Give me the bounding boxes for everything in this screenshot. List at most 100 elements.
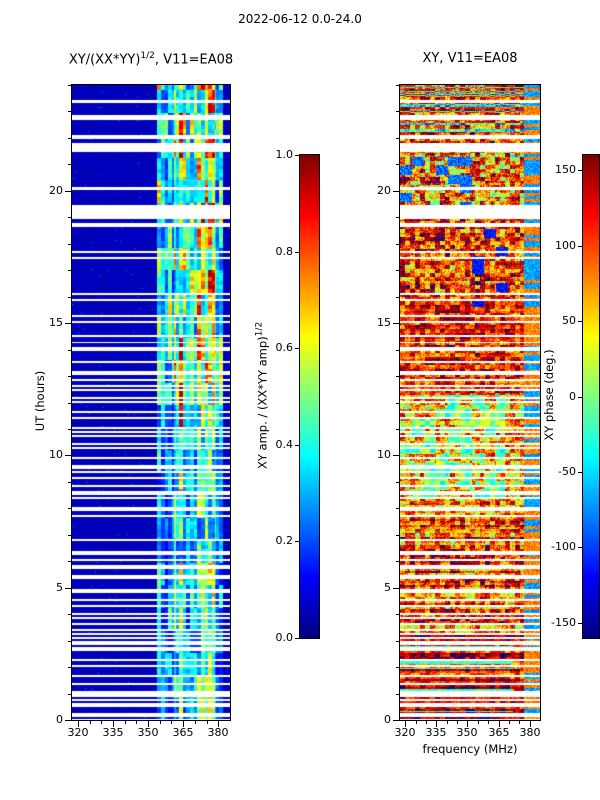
y-tick-label: 20 [377, 184, 391, 197]
y-minor-tick [396, 297, 399, 298]
y-minor-tick [68, 350, 71, 351]
x-minor-tick [447, 721, 448, 724]
phase-colorbar-tick [578, 321, 582, 322]
y-minor-tick [396, 85, 399, 86]
phase-colorbar-tick-label: 100 [555, 239, 576, 252]
x-minor-tick [478, 721, 479, 724]
x-minor-tick [416, 721, 417, 724]
y-minor-tick [68, 376, 71, 377]
amplitude-colorbar-tick-label: 1.0 [275, 148, 294, 161]
amplitude-colorbar-tick [295, 348, 299, 349]
phase-colorbar-tick-label: 0 [569, 390, 576, 403]
x-tick-label: 380 [519, 726, 541, 739]
amplitude-colorbar-tick-label: 0.6 [275, 341, 294, 354]
left-heatmap-axes [71, 84, 231, 721]
y-tick [65, 191, 71, 192]
x-tick [467, 721, 468, 727]
x-tick [436, 721, 437, 727]
phase-colorbar-canvas [583, 155, 599, 638]
y-minor-tick [68, 138, 71, 139]
amplitude-colorbar-tick-label: 0.0 [275, 631, 294, 644]
y-tick-label: 15 [49, 316, 63, 329]
x-tick-label: 320 [394, 726, 416, 739]
amplitude-colorbar-tick-label: 0.8 [275, 245, 294, 258]
x-tick-label: 365 [172, 726, 194, 739]
y-tick-label: 10 [377, 448, 391, 461]
amplitude-colorbar-tick-label: 0.4 [275, 438, 294, 451]
y-tick-label: 0 [56, 713, 63, 726]
y-minor-tick [396, 138, 399, 139]
x-minor-tick [136, 721, 137, 724]
x-tick [499, 721, 500, 727]
right-heatmap-canvas [400, 85, 540, 720]
y-minor-tick [396, 535, 399, 536]
phase-colorbar [582, 154, 600, 639]
x-minor-tick [90, 721, 91, 724]
x-tick-label: 335 [425, 726, 447, 739]
y-tick-label: 10 [49, 448, 63, 461]
y-minor-tick [396, 403, 399, 404]
y-tick [393, 720, 399, 721]
phase-colorbar-tick [578, 623, 582, 624]
y-minor-tick [396, 111, 399, 112]
x-tick-label: 335 [102, 726, 124, 739]
y-minor-tick [68, 164, 71, 165]
left-panel-title-main: XY/(XX*YY) [68, 52, 141, 68]
phase-colorbar-tick-label: -100 [551, 540, 576, 553]
y-minor-tick [396, 244, 399, 245]
x-tick-label: 350 [456, 726, 478, 739]
y-tick [65, 588, 71, 589]
y-minor-tick [396, 667, 399, 668]
y-minor-tick [68, 403, 71, 404]
y-minor-tick [68, 270, 71, 271]
y-minor-tick [396, 217, 399, 218]
x-tick [218, 721, 219, 727]
phase-colorbar-tick-label: 50 [562, 314, 576, 327]
y-minor-tick [68, 217, 71, 218]
y-minor-tick [68, 111, 71, 112]
y-minor-tick [396, 270, 399, 271]
y-minor-tick [396, 614, 399, 615]
y-minor-tick [396, 482, 399, 483]
y-minor-tick [68, 535, 71, 536]
phase-colorbar-tick [578, 170, 582, 171]
amplitude-colorbar-tick [295, 155, 299, 156]
y-minor-tick [68, 641, 71, 642]
x-tick [183, 721, 184, 727]
x-minor-tick [426, 721, 427, 724]
right-x-axis-label: frequency (MHz) [422, 742, 518, 756]
x-minor-tick [207, 721, 208, 724]
y-tick [393, 323, 399, 324]
amplitude-colorbar-tick [295, 541, 299, 542]
y-minor-tick [68, 694, 71, 695]
y-minor-tick [68, 297, 71, 298]
x-tick [530, 721, 531, 727]
y-minor-tick [68, 667, 71, 668]
y-minor-tick [396, 350, 399, 351]
y-minor-tick [68, 482, 71, 483]
x-tick [405, 721, 406, 727]
x-tick-label: 350 [137, 726, 159, 739]
x-minor-tick [519, 721, 520, 724]
amplitude-colorbar-tick [295, 445, 299, 446]
left-panel-title-tail: , V11=EA08 [154, 52, 234, 68]
y-minor-tick [396, 641, 399, 642]
y-tick [393, 588, 399, 589]
phase-colorbar-tick [578, 472, 582, 473]
x-tick [113, 721, 114, 727]
y-tick [65, 323, 71, 324]
left-panel-title-sup: 1/2 [140, 51, 155, 61]
x-minor-tick [488, 721, 489, 724]
amplitude-colorbar-tick [295, 252, 299, 253]
phase-colorbar-tick [578, 246, 582, 247]
x-tick [78, 721, 79, 727]
x-minor-tick [101, 721, 102, 724]
y-tick-label: 20 [49, 184, 63, 197]
y-minor-tick [68, 614, 71, 615]
amplitude-colorbar [299, 154, 320, 639]
x-minor-tick [125, 721, 126, 724]
phase-colorbar-tick-label: -50 [558, 465, 576, 478]
y-tick-label: 0 [384, 713, 391, 726]
